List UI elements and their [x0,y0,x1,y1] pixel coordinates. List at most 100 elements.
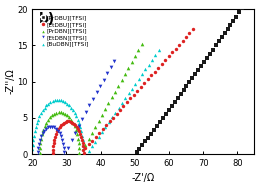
Point [190,77,194,80]
Point [30,148,35,151]
Point [139,85,143,88]
Point [81,141,85,144]
Point [62,150,66,153]
Point [61,122,65,125]
Point [78,132,82,135]
Point [123,72,127,75]
Point [246,0,250,1]
Point [101,128,105,131]
Point [62,121,66,124]
Point [80,138,84,141]
Point [155,125,159,128]
Point [32,130,37,133]
Point [48,125,52,128]
Point [54,111,58,114]
Point [71,122,75,125]
Point [125,101,129,104]
Point [134,151,139,154]
Point [67,104,72,107]
Point [65,114,69,117]
Point [214,44,218,47]
Point [184,36,188,39]
Point [44,122,48,125]
Point [143,140,147,143]
Point [94,91,99,94]
Point [133,54,137,57]
Point [75,133,79,136]
Point [149,132,153,135]
Point [116,84,121,87]
Point [130,87,134,90]
Point [38,151,42,154]
Point [59,99,63,102]
Point [191,28,195,31]
Point [117,106,121,109]
Point [79,130,83,133]
Point [135,89,139,92]
Point [70,139,74,142]
Point [44,104,49,107]
Point [54,127,58,130]
Point [51,152,55,155]
Point [231,19,236,22]
Point [39,137,43,140]
Point [199,64,203,67]
Point [69,106,73,109]
Point [121,105,126,108]
Point [225,27,230,30]
Point [77,151,82,154]
Point [243,2,247,5]
Point [30,157,35,160]
Point [208,52,212,55]
Point [52,112,56,115]
Point [34,126,38,129]
Point [228,23,232,26]
Point [137,77,141,81]
Point [96,120,101,123]
Point [123,97,127,100]
Point [93,140,98,143]
Point [170,51,174,54]
Point [69,119,73,122]
Point [62,155,66,158]
Point [42,106,47,109]
Point [140,42,144,45]
Point [80,134,84,137]
Point [113,90,117,93]
Point [78,126,82,129]
Point [73,131,77,134]
Point [84,110,88,113]
Point [81,152,86,155]
Point [39,135,43,138]
Point [90,132,94,135]
Point [74,115,79,118]
Point [76,127,80,130]
Point [103,125,107,129]
Point [79,135,83,138]
Point [205,56,209,59]
Point [179,93,183,96]
Point [100,114,104,117]
Point [35,122,39,125]
Point [38,138,42,141]
Point [100,130,104,133]
Point [90,139,94,142]
Point [157,49,161,52]
Point [128,97,133,100]
Point [160,62,164,65]
Point [87,138,91,141]
Point [77,156,81,159]
Point [220,36,224,39]
Point [187,32,192,35]
Point [38,142,43,145]
Point [240,7,244,10]
Point [107,121,111,124]
Point [72,122,76,125]
Point [137,147,141,150]
Text: b): b) [39,12,55,26]
Point [187,81,191,84]
Point [77,124,81,127]
Point [36,155,40,158]
Point [237,11,241,14]
Point [77,130,81,133]
